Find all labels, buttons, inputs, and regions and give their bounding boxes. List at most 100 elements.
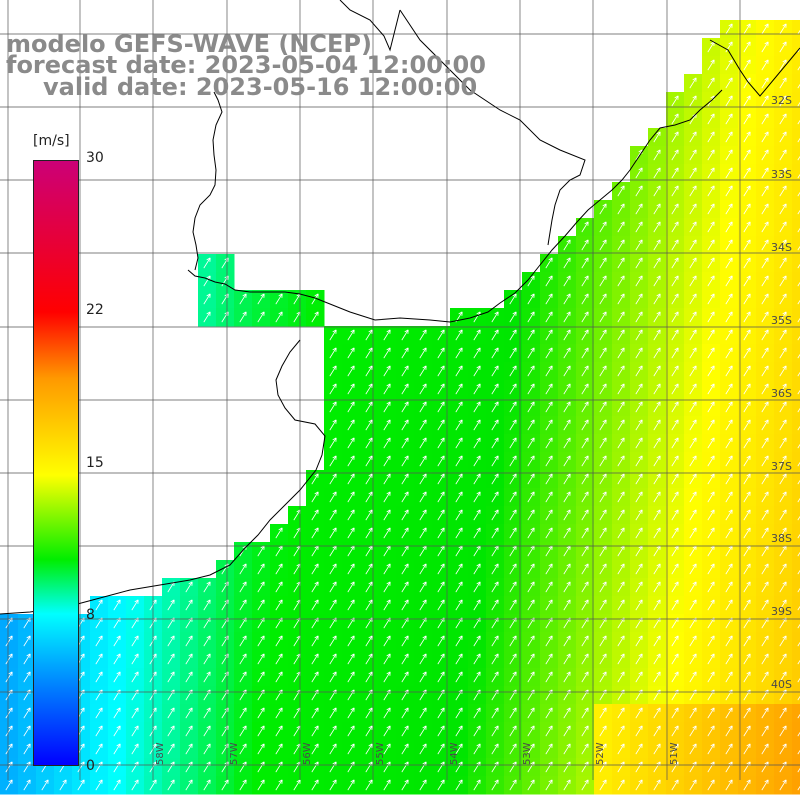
wind-arrow [743,581,751,593]
wind-arrow [635,599,643,611]
wind-arrow [797,119,800,125]
wind-arrow [761,275,769,287]
wind-cell [792,740,800,759]
wind-arrow [707,725,715,737]
wind-arrow [707,707,715,719]
wind-cell [792,470,800,489]
wind-arrow [509,293,517,305]
wind-arrow [545,635,553,647]
wind-arrow [797,101,800,107]
wind-arrow [329,329,337,341]
wind-arrow [455,581,463,593]
wind-cell [792,236,800,255]
wind-arrow [473,509,481,521]
wind-arrow [329,563,337,575]
wind-arrow [581,275,589,287]
wind-arrow [599,365,607,377]
wind-arrow [311,671,319,683]
wind-arrow [797,83,800,89]
wind-arrow [761,329,769,341]
wind-arrow [437,401,445,413]
wind-arrow [419,635,427,647]
wind-arrow [761,779,769,791]
wind-arrow [455,725,463,737]
wind-arrow [473,401,481,413]
wind-arrow [437,455,445,467]
longitude-label: 52W [595,742,606,765]
wind-arrow [671,509,679,521]
wind-arrow [563,419,571,431]
wind-arrow [383,401,391,413]
wind-arrow [743,347,751,359]
wind-arrows [5,23,800,791]
wind-arrow [239,563,247,575]
wind-arrow [743,671,751,683]
wind-arrow [437,635,445,647]
wind-arrow [797,371,800,377]
wind-arrow [725,527,733,539]
wind-arrow [203,635,211,647]
wind-arrow [671,383,679,395]
wind-arrow [617,725,625,737]
wind-arrow [671,185,679,197]
wind-arrow [5,779,13,791]
wind-arrow [779,653,787,665]
wind-arrow [203,743,211,755]
wind-arrow [581,419,589,431]
wind-arrow [707,653,715,665]
wind-arrow [635,203,643,215]
wind-arrow [581,329,589,341]
wind-arrow [581,743,589,755]
wind-arrow [653,455,661,467]
wind-arrow [149,779,157,791]
wind-arrow [491,509,499,521]
wind-arrow [455,419,463,431]
wind-arrow [581,581,589,593]
wind-arrow [419,743,427,755]
wind-arrow [743,149,751,161]
wind-cell [792,758,800,777]
wind-arrow [329,365,337,377]
wind-arrow [581,437,589,449]
wind-arrow [563,365,571,377]
wind-arrow [797,443,800,449]
wind-arrow [5,725,13,737]
wind-arrow [401,635,409,647]
wind-cell [792,308,800,327]
wind-arrow [275,581,283,593]
wind-arrow [581,635,589,647]
wind-arrow [473,581,481,593]
wind-arrow [743,239,751,251]
wind-arrow [779,347,787,359]
wind-arrow [671,311,679,323]
wind-arrow [653,329,661,341]
wind-cell [792,686,800,705]
wind-arrow [167,599,175,611]
wind-arrow [581,221,589,233]
wind-arrow [779,167,787,179]
wind-arrow [797,497,800,503]
wind-arrow [707,149,715,161]
wind-arrow [311,563,319,575]
wind-arrow [689,473,697,485]
wind-arrow [797,515,800,521]
wind-arrow [725,59,733,71]
wind-arrow [131,725,139,737]
wind-arrow [599,419,607,431]
wind-arrow [707,77,715,89]
wind-arrow [725,725,733,737]
wind-arrow [779,185,787,197]
wind-arrow [455,329,463,341]
wind-arrow [419,599,427,611]
wind-arrow [509,527,517,539]
wind-arrow [203,599,211,611]
wind-arrow [23,671,31,683]
wind-arrow [365,635,373,647]
wind-arrow [725,743,733,755]
wind-cell [792,380,800,399]
wind-arrow [509,509,517,521]
wind-arrow [743,563,751,575]
wind-arrow [797,65,800,71]
wind-arrow [131,707,139,719]
wind-arrow [743,491,751,503]
